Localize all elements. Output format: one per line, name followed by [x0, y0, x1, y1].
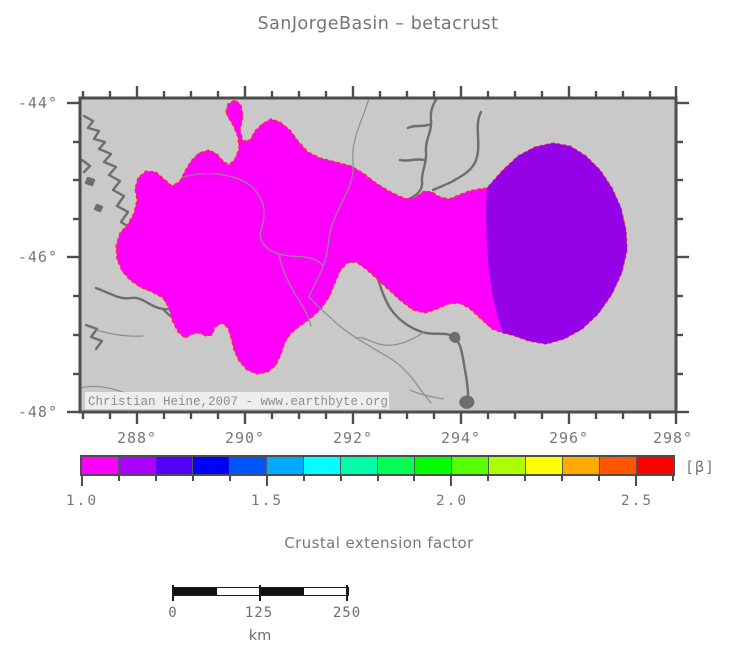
colorbar-segment [637, 457, 673, 474]
coastline [431, 110, 483, 192]
colorbar-segment [267, 457, 304, 474]
colorbar-tick-label: 1.5 [250, 493, 284, 509]
x-tick-label: 290° [225, 429, 265, 447]
watermark-box [85, 392, 389, 409]
coastline [84, 176, 96, 187]
colorbar-tick-mark [81, 476, 83, 486]
colorbar-tick-mark [339, 476, 342, 481]
colorbar-segment [82, 457, 119, 474]
colorbar-segment [489, 457, 526, 474]
scalebar-label: 0 [168, 605, 178, 621]
colorbar-tick-mark [672, 476, 674, 481]
border-line [355, 331, 425, 346]
colorbar-tick-mark [413, 476, 416, 481]
coastline [82, 114, 135, 245]
frame-rect [78, 96, 678, 414]
border-line [329, 316, 432, 404]
y-axis-labels: -44° -46° -48° [18, 94, 58, 421]
colorbar-segment [526, 457, 563, 474]
colorbar-tick-mark [117, 476, 120, 481]
y-tick-label: -46° [18, 248, 58, 266]
x-tick-label: 288° [117, 429, 157, 447]
colorbar-tick-mark [524, 476, 527, 481]
coastline [449, 331, 461, 343]
colorbar-segment [563, 457, 600, 474]
colorbar-segment [600, 457, 637, 474]
coastline [84, 323, 104, 351]
coastline [398, 158, 426, 162]
colorbar-unit-label: [β] [685, 458, 716, 476]
x-tick-label: 292° [333, 429, 373, 447]
x-axis-labels: 288° 290° 292° 294° 296° 298° [117, 429, 693, 447]
scalebar-label: 250 [332, 605, 362, 621]
scalebar-segment [173, 588, 217, 595]
colorbar-segment [378, 457, 415, 474]
scalebar-segment [216, 588, 261, 595]
x-tick-label: 298° [653, 429, 693, 447]
scalebar-tick [259, 585, 261, 601]
border-line [409, 389, 444, 400]
border-line [95, 329, 144, 337]
colorbar-tick-mark [450, 476, 453, 486]
map-canvas: Christian Heine,2007 - www.earthbyte.org… [18, 86, 693, 447]
colorbar-tick-mark [376, 476, 379, 481]
scalebar-label: 125 [244, 605, 274, 621]
colorbar-caption: Crustal extension factor [284, 534, 474, 552]
scalebar-tick [346, 585, 348, 601]
basin-polygons [115, 99, 628, 375]
coastline [406, 122, 433, 130]
colorbar-ticks [81, 476, 674, 488]
colorbar-tick-label: 1.0 [65, 493, 99, 509]
colorbar [80, 455, 675, 476]
colorbar-tick-mark [635, 476, 638, 486]
colorbar-segment [341, 457, 378, 474]
coastline [93, 203, 104, 213]
colorbar-segment [452, 457, 489, 474]
border-line [182, 173, 324, 267]
x-tick-label: 294° [441, 429, 481, 447]
colorbar-tick-mark [191, 476, 194, 481]
scalebar-tick [172, 585, 174, 601]
colorbar-segment [119, 457, 156, 474]
colorbar-segment [415, 457, 452, 474]
colorbar-tick-mark [154, 476, 157, 481]
colorbar-segment [193, 457, 230, 474]
border-line [278, 253, 312, 327]
watermark-text: Christian Heine,2007 - www.earthbyte.org [88, 395, 388, 409]
scalebar [172, 587, 349, 596]
page-title: SanJorgeBasin – betacrust [257, 14, 499, 34]
basin-region-high-beta [486, 143, 627, 344]
scalebar-segment [260, 588, 305, 595]
colorbar-tick-mark [561, 476, 564, 481]
colorbar-segment [156, 457, 193, 474]
coastline [80, 158, 92, 174]
scalebar-segment [304, 588, 348, 595]
colorbar-tick-mark [487, 476, 490, 481]
x-tick-label: 296° [549, 429, 589, 447]
colorbar-segment [304, 457, 341, 474]
colorbar-tick-mark [598, 476, 601, 481]
border-line [308, 98, 370, 318]
colorbar-tick-label: 2.5 [620, 493, 654, 509]
colorbar-tick-mark [228, 476, 231, 481]
colorbar-segment [230, 457, 267, 474]
y-tick-label: -48° [18, 403, 58, 421]
watermark: Christian Heine,2007 - www.earthbyte.org [85, 392, 389, 409]
y-tick-label: -44° [18, 94, 58, 112]
colorbar-tick-mark [302, 476, 305, 481]
colorbar-tick-mark [265, 476, 268, 486]
colorbar-tick-label: 2.0 [435, 493, 469, 509]
map-frame [67, 86, 689, 424]
coastline [459, 395, 475, 409]
coastline [407, 98, 439, 201]
scalebar-unit: km [248, 628, 272, 644]
